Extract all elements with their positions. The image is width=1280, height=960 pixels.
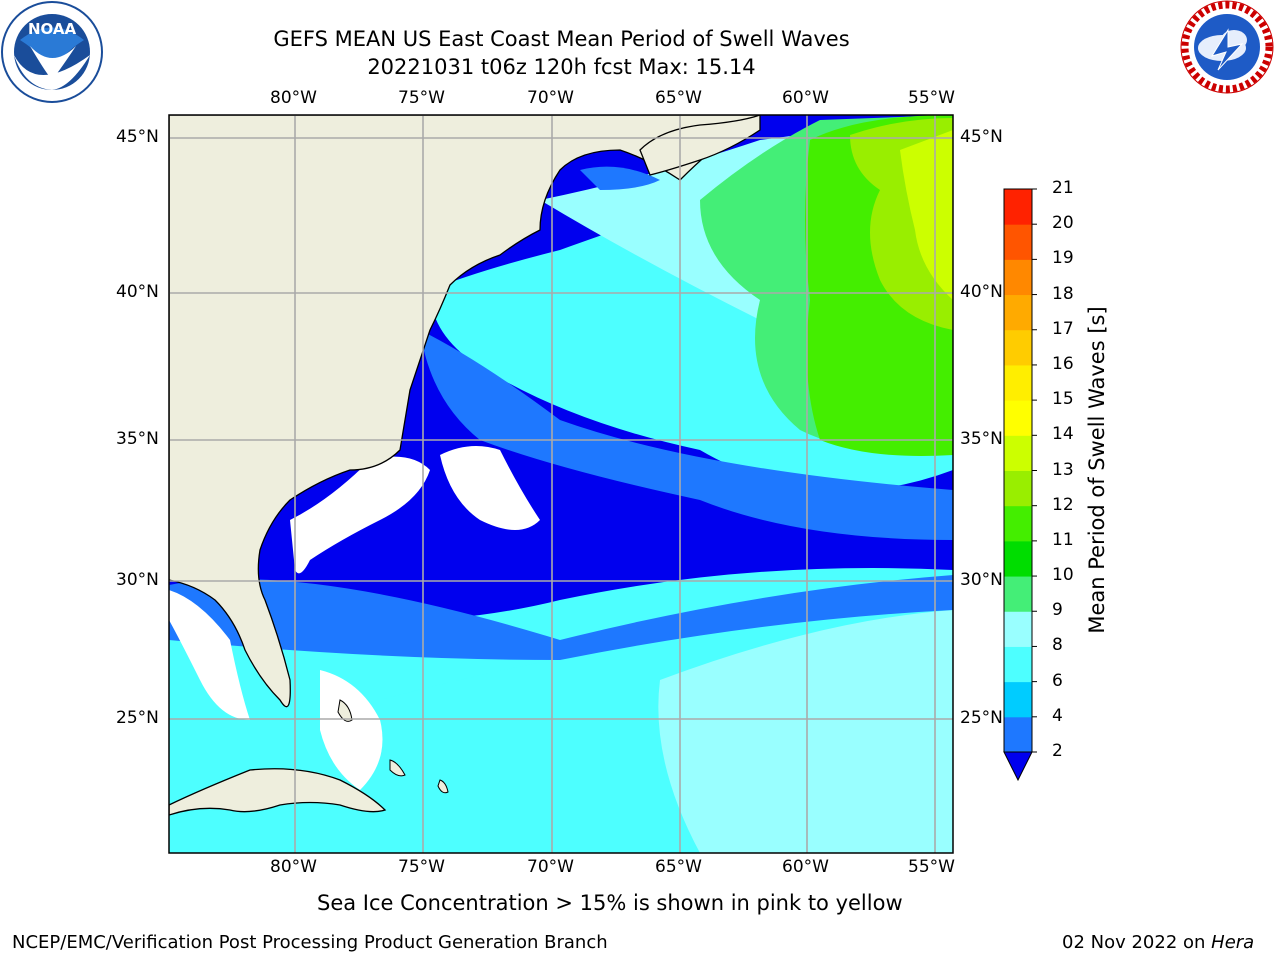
lon-label-top-60w: 60°W	[782, 88, 829, 108]
swell-band-south	[169, 575, 953, 660]
lat-label-left-45n: 45°N	[116, 127, 159, 147]
colorbar-segment	[1004, 540, 1032, 577]
lat-label-left-35n: 35°N	[116, 429, 159, 449]
land-bahamas-2	[389, 759, 406, 777]
map-gridlines	[169, 115, 953, 853]
lon-label-bottom-75w: 75°W	[398, 857, 445, 877]
colorbar-segment	[1004, 576, 1032, 612]
colorbar-segment	[1004, 716, 1032, 753]
lat-label-right-25n: 25°N	[960, 708, 1003, 728]
lon-label-top-65w: 65°W	[655, 88, 702, 108]
colorbar-tick-label: 10	[1052, 565, 1074, 586]
colorbar-tick-label: 16	[1052, 353, 1074, 374]
colorbar-segment	[1004, 400, 1032, 436]
colorbar-segment	[1004, 611, 1032, 647]
colorbar-segment	[1004, 224, 1032, 260]
nodata-patch-3	[169, 590, 250, 720]
colorbar-tick-label: 20	[1052, 213, 1074, 234]
nodata-patch-4	[320, 670, 383, 790]
colorbar-tick-label: 6	[1052, 670, 1063, 691]
map-title: GEFS MEAN US East Coast Mean Period of S…	[273, 27, 850, 51]
lon-label-top-80w: 80°W	[270, 88, 317, 108]
lon-label-bottom-60w: 60°W	[782, 857, 829, 877]
land-nova-scotia	[639, 115, 761, 176]
nodata-patch-2	[440, 446, 540, 530]
lon-label-bottom-70w: 70°W	[527, 857, 574, 877]
colorbar-segment	[1004, 470, 1032, 507]
lat-label-left-30n: 30°N	[116, 570, 159, 590]
colorbar-tick-label: 19	[1052, 248, 1074, 269]
lat-label-left-40n: 40°N	[116, 282, 159, 302]
colorbar-tick-label: 9	[1052, 600, 1063, 621]
colorbar-tick-label: 15	[1052, 389, 1074, 410]
colorbar-label: Mean Period of Swell Waves [s]	[1085, 306, 1109, 634]
lon-label-top-55w: 55°W	[908, 88, 955, 108]
colorbar-tick-label: 18	[1052, 283, 1074, 304]
footer-host: Hera	[1211, 932, 1255, 953]
nodata-patch-1	[290, 456, 430, 574]
swell-patch-gulf-of-maine	[580, 166, 660, 190]
colorbar-segment	[1004, 681, 1032, 718]
swell-region-far-southeast	[658, 610, 953, 853]
lon-label-bottom-65w: 65°W	[655, 857, 702, 877]
colorbar-segment	[1004, 329, 1032, 366]
colorbar-under-arrow	[1003, 751, 1033, 782]
map-subtitle: 20221031 t06z 120h fcst Max: 15.14	[367, 55, 756, 79]
land-cuba	[169, 768, 387, 816]
colorbar-tick-label: 21	[1052, 178, 1074, 198]
colorbar-tick-label: 2	[1052, 741, 1063, 761]
footer-date: 02 Nov 2022 on Hera	[1062, 932, 1254, 953]
lon-label-bottom-80w: 80°W	[270, 857, 317, 877]
colorbar-segment	[1004, 294, 1032, 331]
colorbar-tick-label: 17	[1052, 318, 1074, 339]
colorbar-segment	[1004, 364, 1032, 401]
colorbar-tick-label: 8	[1052, 635, 1063, 656]
colorbar-segment	[1004, 259, 1032, 296]
sea-ice-note: Sea Ice Concentration > 15% is shown in …	[317, 891, 903, 915]
lat-label-right-40n: 40°N	[960, 282, 1003, 302]
land-bahamas-3	[437, 779, 449, 794]
colorbar-segment	[1004, 189, 1032, 225]
footer-producer: NCEP/EMC/Verification Post Processing Pr…	[12, 932, 608, 953]
swell-region-yellow	[900, 130, 953, 300]
colorbar-tick-label: 14	[1052, 424, 1074, 445]
lon-label-bottom-55w: 55°W	[908, 857, 955, 877]
colorbar-tick-label: 4	[1052, 705, 1063, 726]
footer-date-text: 02 Nov 2022 on	[1062, 932, 1212, 953]
lat-label-right-45n: 45°N	[960, 127, 1003, 147]
land-bahamas-1	[337, 699, 353, 722]
lon-label-top-75w: 75°W	[398, 88, 445, 108]
land-us-east-coast	[169, 115, 762, 708]
colorbar-segment	[1004, 646, 1032, 683]
map-frame	[168, 114, 954, 854]
colorbar-tick-label: 12	[1052, 494, 1074, 515]
lat-label-right-35n: 35°N	[960, 429, 1003, 449]
lat-label-right-30n: 30°N	[960, 570, 1003, 590]
colorbar-segment	[1004, 505, 1032, 542]
swell-band-north	[420, 330, 953, 540]
colorbar	[1004, 188, 1037, 753]
colorbar-tick-label: 11	[1052, 529, 1074, 550]
lon-label-top-70w: 70°W	[527, 88, 574, 108]
lat-label-left-25n: 25°N	[116, 708, 159, 728]
colorbar-segment	[1004, 435, 1032, 471]
colorbar-tick-label: 13	[1052, 459, 1074, 480]
